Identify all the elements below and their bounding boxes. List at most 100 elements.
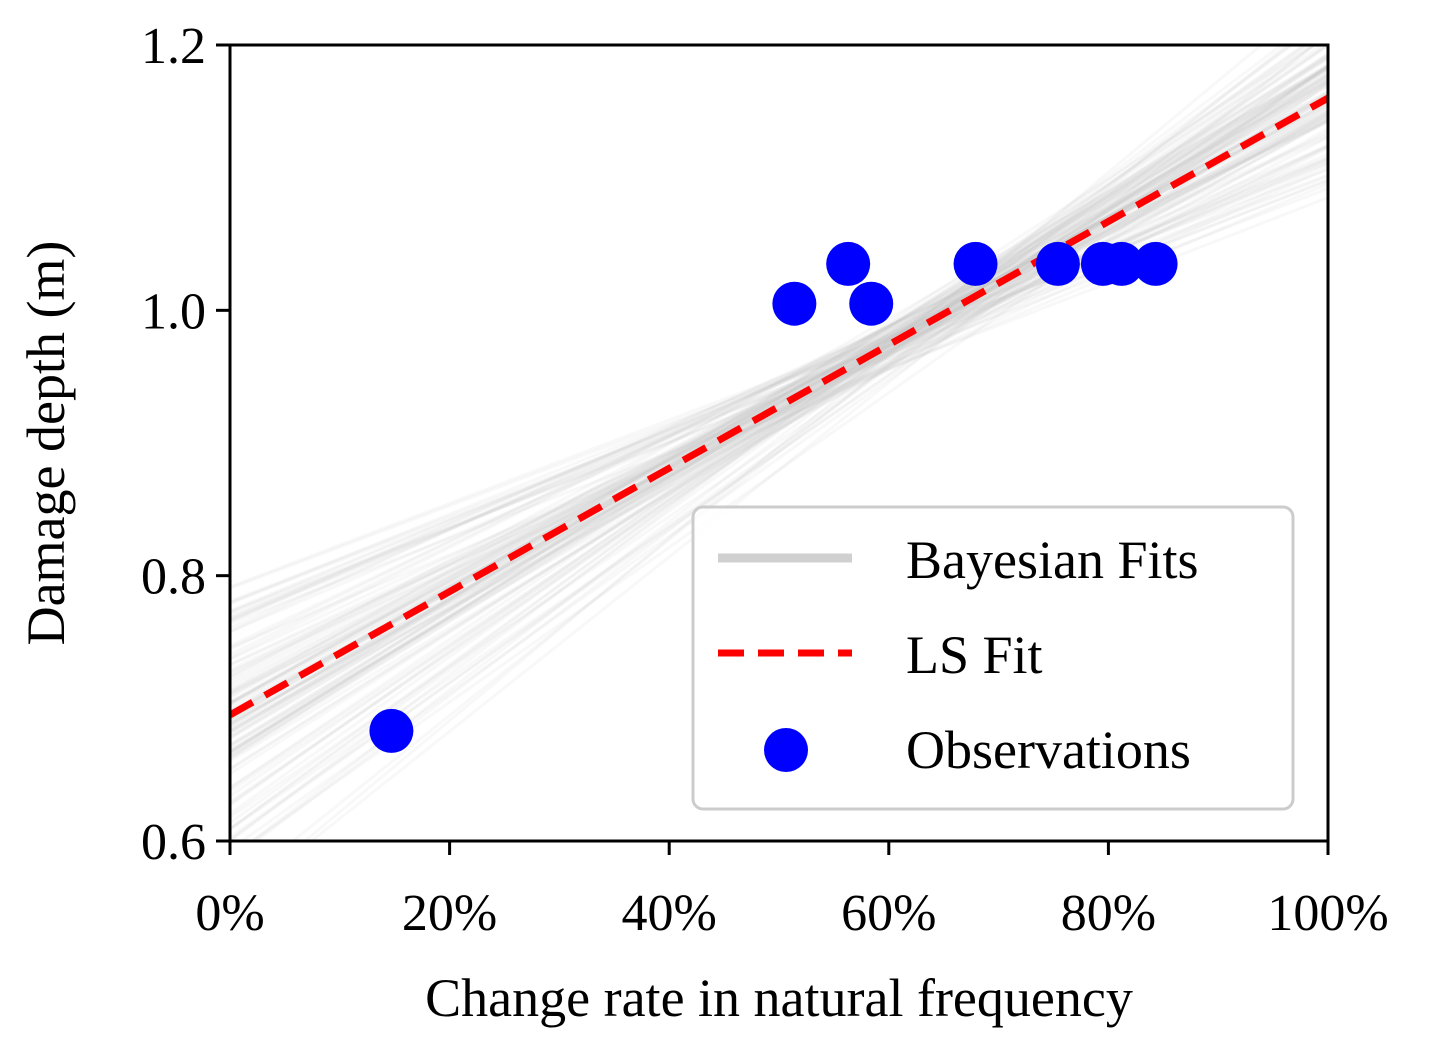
observation-point (849, 281, 894, 326)
bayesian-fit-line (230, 118, 1328, 648)
bayesian-fit-line (230, 45, 1316, 831)
bayesian-fit-line (230, 145, 1328, 666)
observation-point (772, 281, 817, 326)
legend-swatch-observations (764, 728, 808, 772)
bayesian-fit-line (230, 117, 1328, 687)
bayesian-fit-line (230, 114, 1328, 705)
x-tick-label: 40% (622, 885, 717, 942)
legend-label-observations: Observations (906, 720, 1191, 780)
bayesian-fit-line (230, 75, 1328, 771)
observation-point (1035, 241, 1080, 286)
bayesian-fit-line (230, 143, 1328, 661)
x-axis: 0% 20% 40% 60% 80% 100% (195, 841, 1389, 942)
bayesian-fit-line (230, 93, 1328, 704)
bayesian-fit-line (230, 84, 1328, 753)
bayesian-fit-line (230, 168, 1328, 589)
bayesian-fit-line (230, 100, 1328, 726)
bayesian-fit-line (230, 119, 1328, 725)
bayesian-fit-line (230, 146, 1328, 695)
bayesian-fit-line (230, 118, 1328, 733)
bayesian-fit-line (230, 74, 1328, 705)
bayesian-fit-line (230, 55, 1328, 804)
bayesian-fit-line (230, 66, 1328, 776)
bayesian-fit-line (239, 65, 1328, 841)
bayesian-fit-line (230, 67, 1328, 737)
x-axis-label: Change rate in natural frequency (425, 968, 1133, 1028)
observation-point (953, 241, 998, 286)
ls-fit-line (230, 95, 1328, 719)
bayesian-fit-line (230, 157, 1328, 634)
y-tick-label: 1.0 (141, 283, 206, 340)
y-tick-label: 0.6 (141, 814, 206, 871)
bayesian-fit-line (230, 45, 1326, 757)
bayesian-fit-line (230, 45, 1317, 754)
observations-layer (369, 241, 1178, 753)
bayesian-fit-line (230, 65, 1328, 698)
bayesian-fit-line (230, 45, 1294, 830)
bayesian-fit-line (230, 82, 1328, 727)
bayesian-fit-line (230, 57, 1328, 760)
bayesian-fit-line (230, 81, 1328, 757)
x-tick-label: 80% (1061, 885, 1156, 942)
bayesian-fit-line (230, 105, 1328, 724)
bayesian-fit-line (230, 120, 1328, 633)
bayesian-fit-line (230, 115, 1328, 678)
bayesian-fit-line (230, 161, 1328, 623)
observation-point (369, 708, 414, 753)
bayesian-fit-line (230, 95, 1328, 763)
bayesian-fit-line (230, 65, 1328, 718)
bayesian-fit-line (230, 118, 1328, 724)
bayesian-fit-line (230, 135, 1328, 630)
bayesian-fit-line (302, 45, 1264, 841)
bayesian-fit-line (230, 45, 1307, 816)
bayesian-fit-line (230, 53, 1328, 759)
bayesian-fit-line (230, 55, 1328, 750)
x-tick-label: 60% (841, 885, 936, 942)
bayesian-fit-line (230, 173, 1328, 590)
legend: Bayesian Fits LS Fit Observations (691, 505, 1295, 811)
x-tick-label: 20% (402, 885, 497, 942)
bayesian-fit-line (230, 111, 1328, 693)
bayesian-fit-line (230, 69, 1328, 761)
bayesian-fit-line (230, 53, 1328, 739)
bayesian-fit-line (230, 130, 1328, 696)
x-tick-label: 0% (195, 885, 264, 942)
bayesian-fit-line (230, 132, 1328, 623)
bayesian-fit-line (230, 110, 1328, 684)
bayesian-fit-line (230, 67, 1328, 793)
bayesian-fit-line (230, 127, 1328, 730)
bayesian-fit-line (230, 74, 1328, 731)
bayesian-fit-line (230, 90, 1328, 679)
bayesian-fit-line (230, 153, 1328, 614)
bayesian-fit-line (230, 64, 1328, 819)
bayesian-fit-line (230, 156, 1328, 605)
y-tick-label: 0.8 (141, 549, 206, 606)
bayesian-fit-line (230, 45, 1328, 806)
bayesian-fit-line (230, 45, 1311, 825)
bayesian-fit-line (230, 77, 1328, 740)
bayesian-fit-line (230, 45, 1328, 790)
bayesian-fit-line (230, 63, 1328, 734)
bayesian-fit-line (230, 79, 1328, 706)
bayesian-fit-line (230, 158, 1328, 620)
bayesian-fit-line (230, 155, 1328, 613)
bayesian-fit-line (230, 144, 1328, 672)
observation-point (1099, 241, 1144, 286)
bayesian-fit-line (230, 64, 1328, 748)
bayesian-fit-line (230, 73, 1328, 754)
y-axis: 0.6 0.8 1.0 1.2 (141, 18, 230, 871)
bayesian-fit-line (230, 84, 1328, 739)
bayesian-fit-line (230, 45, 1328, 798)
bayesian-fit-line (230, 65, 1328, 755)
bayesian-fit-line (290, 45, 1290, 841)
legend-box (691, 505, 1295, 811)
y-tick-label: 1.2 (141, 18, 206, 75)
bayesian-fit-line (230, 78, 1328, 771)
bayesian-fit-line (230, 45, 1284, 841)
observation-point (1133, 241, 1178, 286)
bayesian-fit-line (230, 52, 1328, 841)
x-tick-label: 100% (1267, 885, 1388, 942)
bayesian-fit-line (309, 45, 1317, 841)
ls-fit-layer (230, 95, 1328, 719)
